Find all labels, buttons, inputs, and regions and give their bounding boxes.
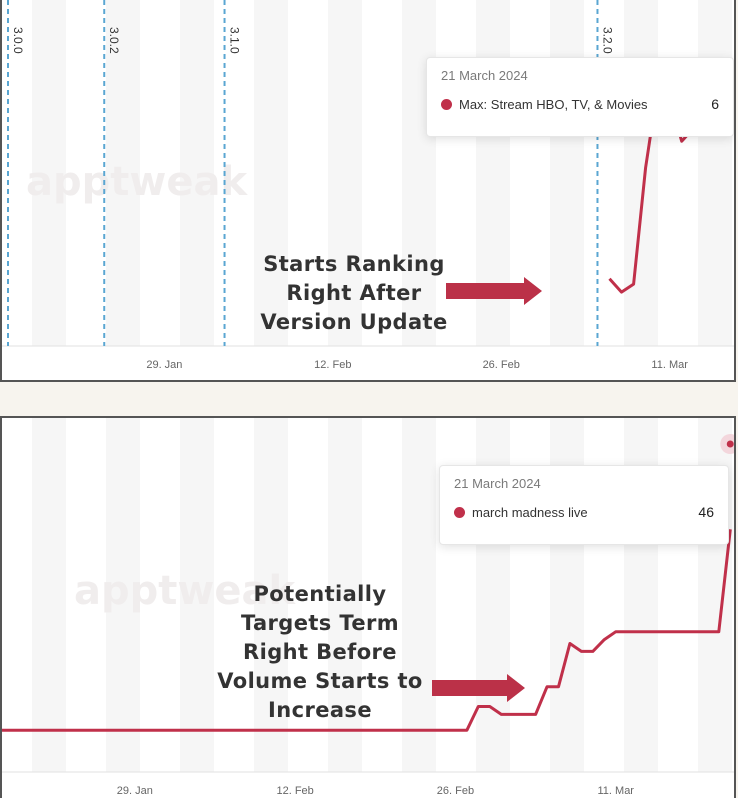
x-tick-label: 29. Jan <box>146 359 182 371</box>
background-band <box>180 0 214 346</box>
background-band <box>106 0 140 346</box>
tooltip-date: 21 March 2024 <box>454 476 541 491</box>
tooltip-series-name: march madness live <box>472 504 588 520</box>
tooltip-row: Max: Stream HBO, TV, & Movies 6 <box>441 96 719 112</box>
x-tick-label: 12. Feb <box>314 359 351 371</box>
annotation-line: Starts Ranking <box>263 252 445 276</box>
background-band <box>698 0 732 346</box>
x-tick-label: 12. Feb <box>276 785 313 797</box>
annotation-text: Potentially Targets Term Right Before Vo… <box>210 580 430 725</box>
background-band <box>106 418 140 772</box>
x-tick-label: 29. Jan <box>117 785 153 797</box>
background-band <box>328 418 362 772</box>
background-band <box>180 418 214 772</box>
chart-panel-max-app: apptweak 29. Jan 12. Feb 26. Feb 11. Mar 3.0.… <box>0 0 736 382</box>
version-label: 3.0.0 <box>11 27 25 54</box>
annotation-line: Targets Term <box>240 611 400 635</box>
tooltip-row: march madness live 46 <box>454 504 714 520</box>
annotation-arrow <box>446 277 542 305</box>
tooltip-date: 21 March 2024 <box>441 68 528 83</box>
annotation-line: Volume Starts to <box>217 669 423 693</box>
ranking-chart-1: apptweak 29. Jan 12. Feb 26. Feb 11. Mar 3.0.… <box>2 0 734 371</box>
series-line <box>2 529 732 732</box>
chart-tooltip: 21 March 2024 march madness live 46 <box>439 465 729 545</box>
x-tick-label: 11. Mar <box>598 785 635 797</box>
annotation-line: Right After <box>286 281 422 305</box>
tooltip-value: 6 <box>711 96 719 112</box>
background-band <box>328 0 362 346</box>
tooltip-series-name: Max: Stream HBO, TV, & Movies <box>459 96 648 112</box>
version-label: 3.2.0 <box>600 27 614 54</box>
last-point-dot <box>726 440 734 448</box>
background-band <box>32 418 66 772</box>
background-band <box>624 0 658 346</box>
watermark-text: apptweak <box>74 568 296 614</box>
x-tick-label: 26. Feb <box>437 785 474 797</box>
annotation-line: Potentially <box>253 582 387 606</box>
chart-tooltip: 21 March 2024 Max: Stream HBO, TV, & Mov… <box>426 57 734 137</box>
annotation-text: Starts Ranking Right After Version Updat… <box>250 250 458 337</box>
background-band <box>254 0 288 346</box>
chart-panel-march-madness: apptweak 29. Jan 12. Feb 26. Feb 11. Mar 21 … <box>0 416 736 798</box>
series-color-dot <box>441 98 452 110</box>
background-band <box>550 0 584 346</box>
x-tick-label: 26. Feb <box>483 359 520 371</box>
version-label: 3.0.2 <box>107 27 121 54</box>
annotation-arrow <box>432 674 525 702</box>
background-band <box>402 418 436 772</box>
background-band <box>254 418 288 772</box>
annotation-line: Increase <box>268 698 372 722</box>
annotation-line: Version Update <box>260 310 448 334</box>
tooltip-value: 46 <box>698 504 714 520</box>
x-tick-label: 11. Mar <box>651 359 688 371</box>
series-color-dot <box>454 506 465 518</box>
watermark-text: apptweak <box>26 159 248 205</box>
version-label: 3.1.0 <box>228 27 242 54</box>
annotation-line: Right Before <box>243 640 397 664</box>
background-band <box>32 0 66 346</box>
